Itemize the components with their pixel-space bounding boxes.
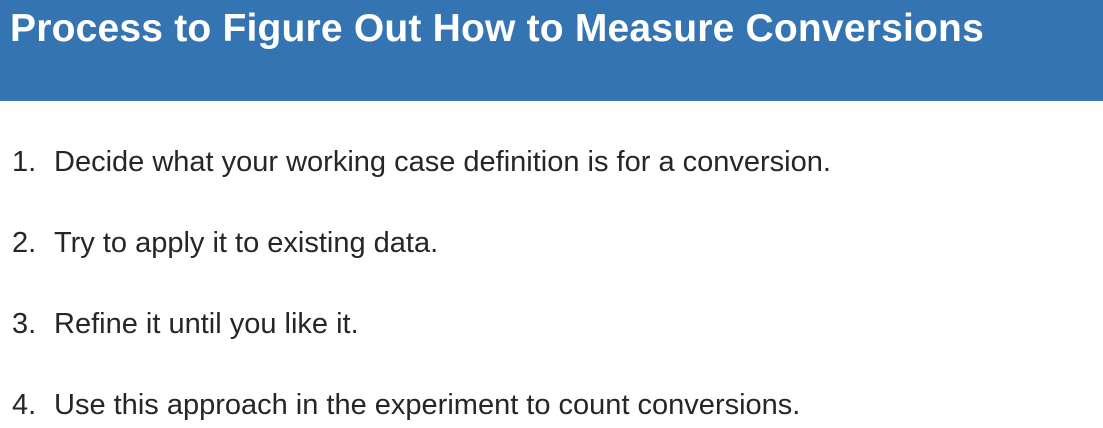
- step-number: 2.: [12, 227, 37, 259]
- step-number: 1.: [12, 146, 37, 178]
- step-text: Try to apply it to existing data.: [54, 227, 439, 259]
- list-item: 4. Use this approach in the experiment to…: [12, 383, 800, 427]
- step-text: Decide what your working case definition…: [54, 146, 831, 178]
- step-number: 3.: [12, 308, 37, 340]
- title-banner: Process to Figure Out How to Measure Con…: [0, 0, 1103, 101]
- step-text: Use this approach in the experiment to c…: [54, 389, 801, 421]
- list-item: 2. Try to apply it to existing data.: [12, 221, 438, 265]
- step-number: 4.: [12, 389, 37, 421]
- step-text: Refine it until you like it.: [54, 308, 359, 340]
- list-item: 3. Refine it until you like it.: [12, 302, 359, 346]
- slide-title: Process to Figure Out How to Measure Con…: [10, 7, 984, 50]
- list-item: 1. Decide what your working case definiti…: [12, 140, 831, 184]
